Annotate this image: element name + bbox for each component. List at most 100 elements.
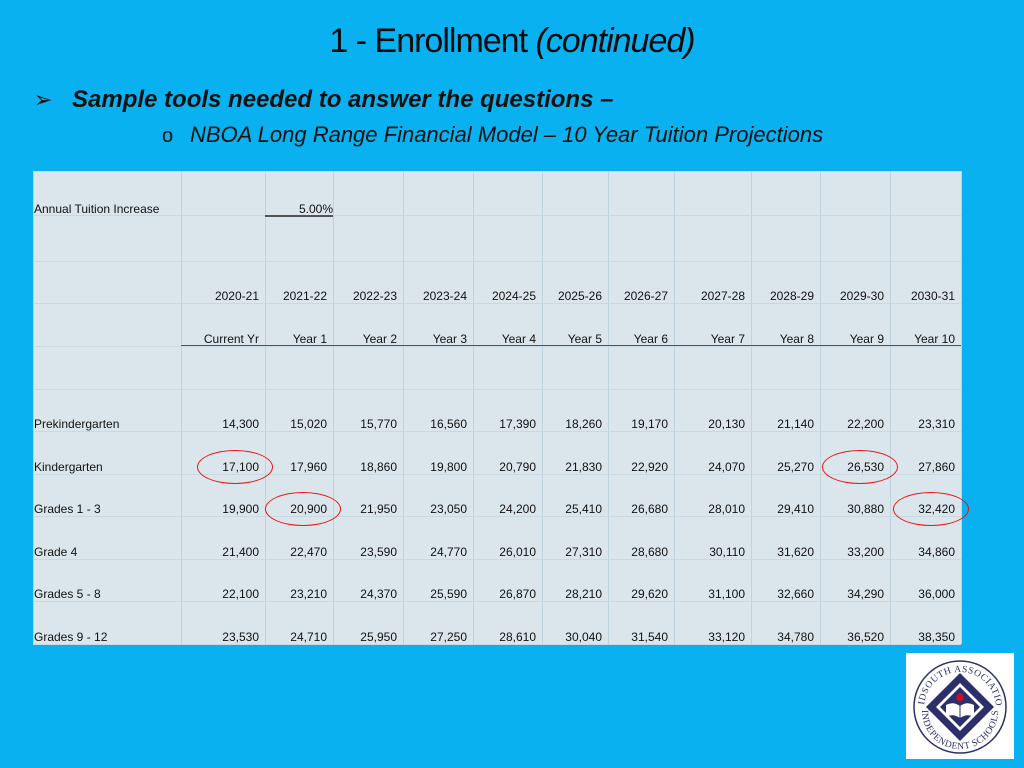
table-cell: 18,260 xyxy=(565,417,602,431)
table-cell: 28,210 xyxy=(565,587,602,601)
year-header: 2025-26 xyxy=(557,289,602,303)
bullet-secondary-text: NBOA Long Range Financial Model – 10 Yea… xyxy=(190,122,824,147)
period-header: Year 8 xyxy=(779,332,814,346)
table-cell: 23,310 xyxy=(918,417,955,431)
year-header: 2022-23 xyxy=(352,289,397,303)
row-label: Prekindergarten xyxy=(34,417,120,431)
midsouth-association-logo: MIDSOUTH ASSOCIATION INDEPENDENT SCHOOLS xyxy=(902,646,1014,759)
table-cell: 38,350 xyxy=(918,630,955,644)
table-cell: 24,710 xyxy=(290,630,327,644)
table-cell: 19,900 xyxy=(222,502,259,516)
period-header: Year 6 xyxy=(633,332,668,346)
school-seal-icon: MIDSOUTH ASSOCIATION INDEPENDENT SCHOOLS xyxy=(902,646,1007,754)
title-main: 1 - Enrollment xyxy=(329,22,528,60)
table-cell: 28,010 xyxy=(708,502,745,516)
table-cell: 32,660 xyxy=(777,587,814,601)
arrow-bullet-icon: ➢ xyxy=(34,87,53,112)
row-label: Grades 5 - 8 xyxy=(34,587,101,601)
table-cell: 21,830 xyxy=(565,460,602,474)
year-header: 2028-29 xyxy=(769,289,814,303)
table-cell: 29,410 xyxy=(777,502,814,516)
table-cell: 30,040 xyxy=(565,630,602,644)
table-cell: 26,010 xyxy=(499,545,536,559)
table-cell: 36,000 xyxy=(918,587,955,601)
table-cell: 20,130 xyxy=(708,417,745,431)
table-cell: 19,170 xyxy=(631,417,668,431)
table-cell: 26,680 xyxy=(631,502,668,516)
table-cell: 21,140 xyxy=(777,417,814,431)
slide-title: 1 - Enrollment (continued) xyxy=(0,22,1024,61)
period-header: Year 1 xyxy=(292,332,327,346)
year-header: 2027-28 xyxy=(700,289,745,303)
highlight-circle xyxy=(197,450,273,484)
table-cell: 24,770 xyxy=(430,545,467,559)
table-cell: 33,200 xyxy=(847,545,884,559)
row-label: Grades 9 - 12 xyxy=(34,630,108,644)
table-cell: 27,860 xyxy=(918,460,955,474)
table-cell: 21,950 xyxy=(360,502,397,516)
table-cell: 21,400 xyxy=(222,545,259,559)
table-cell: 28,680 xyxy=(631,545,668,559)
table-cell: 17,390 xyxy=(499,417,536,431)
period-header: Year 2 xyxy=(362,332,397,346)
table-cell: 22,920 xyxy=(631,460,668,474)
table-cell: 31,100 xyxy=(708,587,745,601)
circle-bullet-icon: o xyxy=(162,125,174,147)
table-cell: 22,470 xyxy=(290,545,327,559)
period-header: Year 4 xyxy=(501,332,536,346)
increase-value: 5.00% xyxy=(298,202,333,216)
period-header: Year 5 xyxy=(567,332,602,346)
table-cell: 14,300 xyxy=(222,417,259,431)
table-cell: 25,270 xyxy=(777,460,814,474)
table-cell: 22,100 xyxy=(222,587,259,601)
table-cell: 28,610 xyxy=(499,630,536,644)
row-label: Grade 4 xyxy=(34,545,78,559)
bullet-secondary: o NBOA Long Range Financial Model – 10 Ye… xyxy=(162,122,823,148)
period-header: Year 10 xyxy=(914,332,955,346)
table-cell: 34,860 xyxy=(918,545,955,559)
table-cell: 24,070 xyxy=(708,460,745,474)
table-cell: 24,370 xyxy=(360,587,397,601)
row-label: Grades 1 - 3 xyxy=(34,502,101,516)
table-cell: 27,310 xyxy=(565,545,602,559)
table-cell: 33,120 xyxy=(708,630,745,644)
table-cell: 23,530 xyxy=(222,630,259,644)
bullet-primary: ➢ Sample tools needed to answer the quest… xyxy=(34,86,613,114)
table-cell: 24,200 xyxy=(499,502,536,516)
tuition-spreadsheet: Annual Tuition Increase 5.00% 2020-21 Curre… xyxy=(33,171,969,645)
table-cell: 22,200 xyxy=(847,417,884,431)
period-header: Year 9 xyxy=(849,332,884,346)
year-header: 2023-24 xyxy=(422,289,467,303)
year-header: 2026-27 xyxy=(623,289,668,303)
highlight-circle xyxy=(893,492,969,526)
year-header: 2029-30 xyxy=(839,289,884,303)
table-cell: 30,110 xyxy=(709,545,745,559)
table-cell: 27,250 xyxy=(430,630,467,644)
table-cell: 31,540 xyxy=(631,630,668,644)
period-header: Current Yr xyxy=(203,332,259,346)
increase-underline xyxy=(265,215,333,217)
increase-label: Annual Tuition Increase xyxy=(34,202,160,216)
highlight-circle xyxy=(822,450,898,484)
bullet-primary-text: Sample tools needed to answer the questi… xyxy=(72,86,614,113)
highlight-circle xyxy=(265,492,341,526)
period-header: Year 7 xyxy=(710,332,745,346)
table-cell: 30,880 xyxy=(847,502,884,516)
period-header: Year 3 xyxy=(432,332,467,346)
table-cell: 36,520 xyxy=(847,630,884,644)
table-cell: 25,950 xyxy=(360,630,397,644)
table-cell: 29,620 xyxy=(631,587,668,601)
year-header: 2024-25 xyxy=(491,289,536,303)
table-cell: 34,780 xyxy=(777,630,814,644)
table-cell: 15,770 xyxy=(360,417,397,431)
header-underline xyxy=(181,345,961,346)
table-cell: 31,620 xyxy=(777,545,814,559)
table-cell: 20,790 xyxy=(499,460,536,474)
table-cell: 19,800 xyxy=(430,460,467,474)
table-cell: 16,560 xyxy=(430,417,467,431)
table-cell: 17,960 xyxy=(290,460,327,474)
title-continued: (continued) xyxy=(535,22,695,60)
table-cell: 15,020 xyxy=(290,417,327,431)
table-cell: 23,050 xyxy=(430,502,467,516)
table-cell: 18,860 xyxy=(360,460,397,474)
